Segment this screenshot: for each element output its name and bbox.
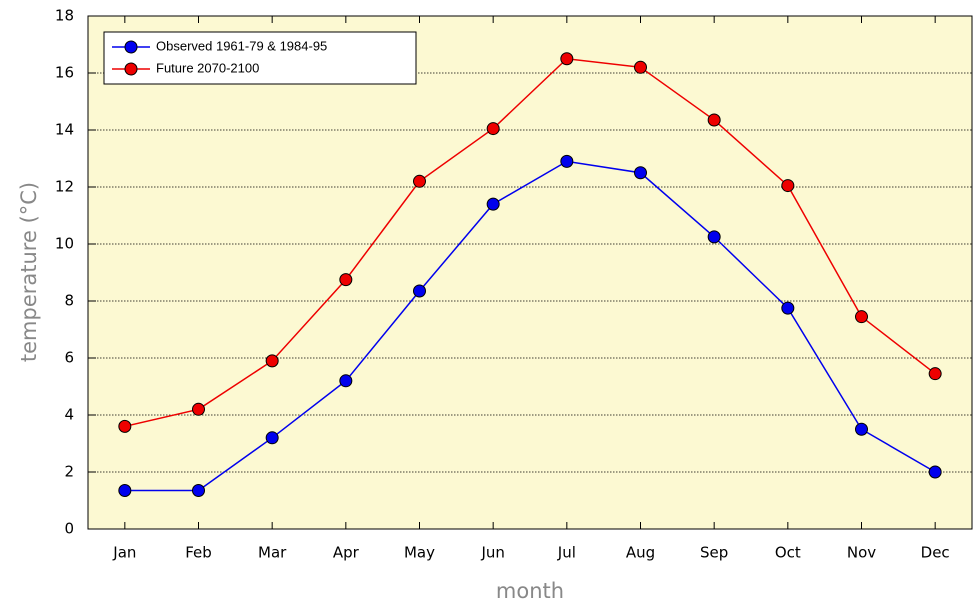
legend-box [103,31,417,85]
x-tick-label: May [404,544,435,562]
marker [634,166,647,180]
marker [339,273,353,287]
y-tick-label: 16 [55,64,74,82]
marker [855,422,868,436]
legend-marker [124,62,138,76]
marker [707,113,721,127]
series-line [124,160,936,492]
x-tick-label: Jun [480,544,504,562]
y-tick-label: 4 [64,406,74,424]
y-tick-label: 2 [64,463,74,481]
marker [560,52,574,66]
y-tick-label: 8 [64,292,74,310]
x-tick-label: Feb [185,544,212,562]
x-tick-label: Jan [112,544,136,562]
legend-marker [124,40,138,54]
marker [486,122,500,136]
marker [265,354,279,368]
x-tick-label: Sep [700,544,728,562]
marker [192,402,205,416]
marker [781,179,795,193]
marker [634,60,647,74]
marker [339,374,353,388]
marker [413,174,426,188]
x-tick-label: Jul [557,544,576,562]
y-tick-label: 0 [64,520,74,538]
series-line [124,57,936,428]
marker [192,484,205,498]
x-tick-label: Apr [333,544,360,562]
x-tick-label: Nov [847,544,876,562]
marker [413,284,426,298]
y-tick-label: 14 [55,121,74,139]
x-tick-label: Mar [258,544,287,562]
plot-area [87,15,973,530]
x-axis-title: month [496,579,564,603]
marker [928,465,942,479]
marker [928,367,942,381]
x-tick-label: Aug [626,544,655,562]
y-tick-label: 18 [55,7,74,25]
y-tick-label: 6 [64,349,74,367]
marker [707,230,721,244]
x-tick-label: Dec [921,544,950,562]
x-tick-label: Oct [775,544,801,562]
legend-label: Future 2070-2100 [156,60,259,75]
marker [486,197,500,211]
legend-label: Observed 1961-79 & 1984-95 [156,38,327,53]
y-tick-label: 12 [55,178,74,196]
marker [265,431,279,445]
marker [781,301,795,315]
y-tick-label: 10 [55,235,74,253]
marker [560,154,574,168]
marker [855,310,868,324]
y-axis-title: temperature (°C) [17,182,41,362]
marker [118,419,132,433]
marker [118,484,132,498]
